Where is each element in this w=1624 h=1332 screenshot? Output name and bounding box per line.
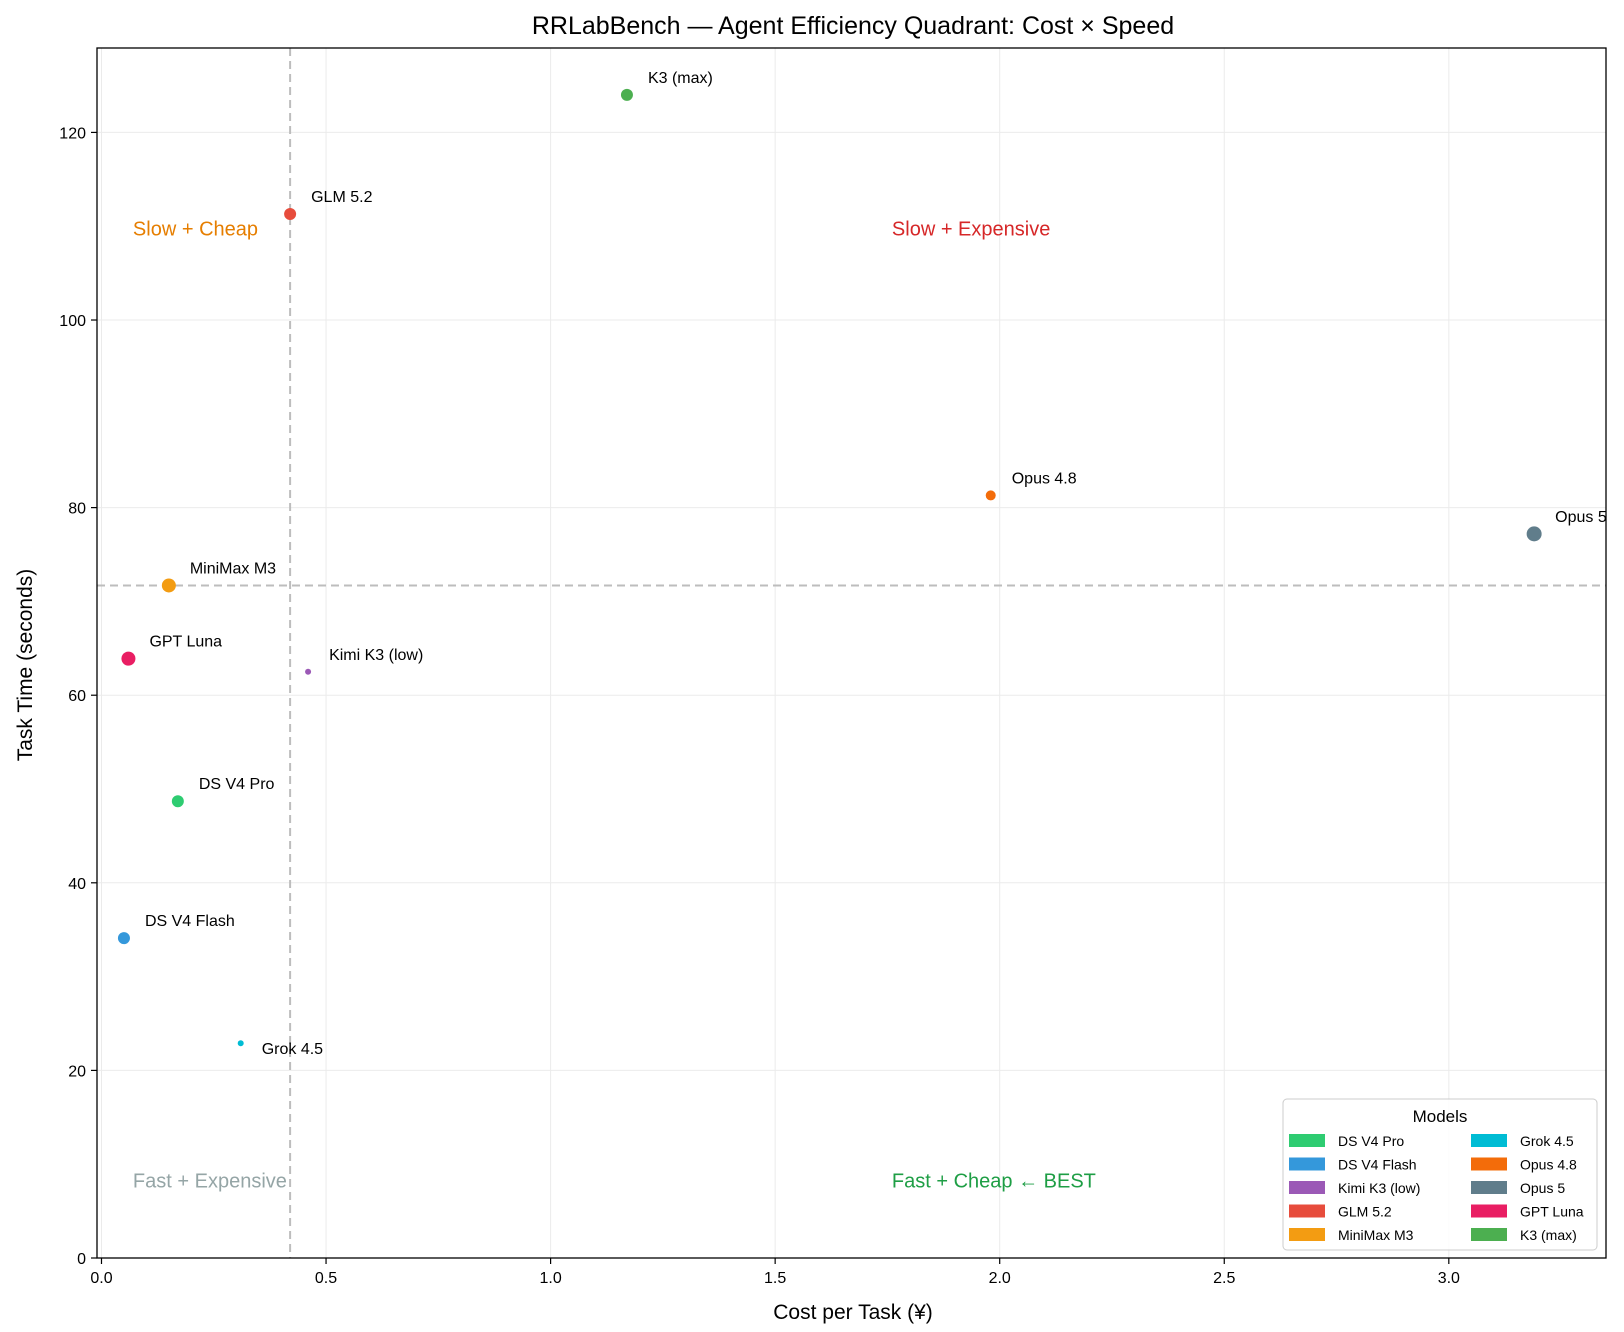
quadrant-label: Fast + Cheap ← BEST — [892, 1171, 1096, 1193]
data-points — [117, 88, 1542, 1047]
quadrant-label: Slow + Cheap — [133, 219, 258, 241]
point-label: Opus 5 — [1555, 509, 1607, 526]
x-tick-label: 3.0 — [1438, 1270, 1460, 1287]
y-axis-label: Task Time (seconds) — [14, 569, 37, 762]
legend-swatch — [1289, 1134, 1325, 1147]
plot-frame — [96, 47, 1607, 1259]
legend-swatch — [1289, 1157, 1325, 1171]
legend-entry-label: MiniMax M3 — [1338, 1227, 1414, 1243]
x-axis-ticks: 0.0 0.5 1.0 1.5 2.0 2.5 3.0 — [90, 1258, 1460, 1287]
legend-swatch — [1471, 1228, 1507, 1241]
x-tick-label: 0.0 — [90, 1270, 112, 1287]
point-label: GPT Luna — [149, 634, 222, 651]
x-axis-label: Cost per Task (¥) — [773, 1301, 933, 1324]
chart-title: RRLabBench — Agent Efficiency Quadrant: … — [532, 12, 1174, 40]
legend-entry-label: DS V4 Flash — [1338, 1157, 1417, 1173]
legend-entry-label: Opus 4.8 — [1520, 1157, 1577, 1173]
data-point — [284, 208, 297, 221]
point-label: DS V4 Pro — [199, 776, 275, 793]
x-tick-label: 1.5 — [764, 1270, 786, 1287]
point-label: Opus 4.8 — [1012, 470, 1077, 487]
legend-swatch — [1289, 1181, 1325, 1194]
y-tick-label: 20 — [68, 1063, 86, 1080]
legend-entry-label: K3 (max) — [1520, 1227, 1577, 1243]
y-tick-label: 80 — [68, 501, 86, 518]
point-label: Grok 4.5 — [262, 1041, 323, 1058]
data-point — [121, 651, 136, 666]
data-point — [117, 932, 130, 945]
quadrant-label: Fast + Expensive — [133, 1171, 287, 1193]
x-tick-label: 0.5 — [315, 1270, 337, 1287]
data-point — [620, 88, 633, 101]
x-tick-label: 1.0 — [539, 1270, 561, 1287]
y-tick-label: 0 — [77, 1251, 86, 1268]
legend-swatch — [1471, 1134, 1507, 1147]
y-tick-label: 40 — [68, 876, 86, 893]
legend-swatch — [1289, 1228, 1325, 1241]
x-tick-label: 2.5 — [1213, 1270, 1235, 1287]
y-tick-label: 60 — [68, 688, 86, 705]
point-label: GLM 5.2 — [311, 189, 372, 206]
legend-swatch — [1471, 1204, 1507, 1218]
point-label: K3 (max) — [648, 70, 713, 87]
point-label: MiniMax M3 — [190, 560, 276, 577]
legend-title: Models — [1413, 1107, 1468, 1126]
point-labels: DS V4 Pro DS V4 Flash Kimi K3 (low) GLM 5.2… — [145, 70, 1607, 1058]
y-axis-ticks: 0 20 40 60 80 100 120 — [59, 125, 97, 1268]
quadrant-label: Slow + Expensive — [892, 219, 1050, 241]
legend-entry-label: Kimi K3 (low) — [1338, 1180, 1420, 1196]
point-label: DS V4 Flash — [145, 913, 235, 930]
quadrant-labels: Slow + Cheap Slow + Expensive Fast + Expen… — [133, 219, 1096, 1193]
data-point — [161, 578, 176, 593]
legend: Models DS V4 Pro DS V4 Flash Kimi K3 (low) G… — [1282, 1098, 1598, 1251]
legend-entry-label: DS V4 Pro — [1338, 1133, 1404, 1149]
legend-entry-label: GLM 5.2 — [1338, 1204, 1392, 1220]
legend-swatch — [1471, 1181, 1507, 1194]
point-label: Kimi K3 (low) — [329, 647, 423, 664]
data-point — [985, 490, 996, 501]
legend-entry-label: Opus 5 — [1520, 1180, 1565, 1196]
reference-lines — [97, 48, 1606, 1258]
legend-entry-label: Grok 4.5 — [1520, 1133, 1574, 1149]
data-point — [305, 668, 312, 675]
data-point — [237, 1040, 244, 1047]
data-point — [1526, 526, 1542, 542]
x-tick-label: 2.0 — [989, 1270, 1011, 1287]
legend-swatch — [1471, 1157, 1507, 1171]
legend-box — [1282, 1098, 1598, 1251]
legend-swatch — [1289, 1204, 1325, 1218]
legend-entry-label: GPT Luna — [1520, 1204, 1584, 1220]
y-tick-label: 100 — [59, 313, 86, 330]
data-point — [171, 795, 184, 808]
y-tick-label: 120 — [59, 125, 86, 142]
